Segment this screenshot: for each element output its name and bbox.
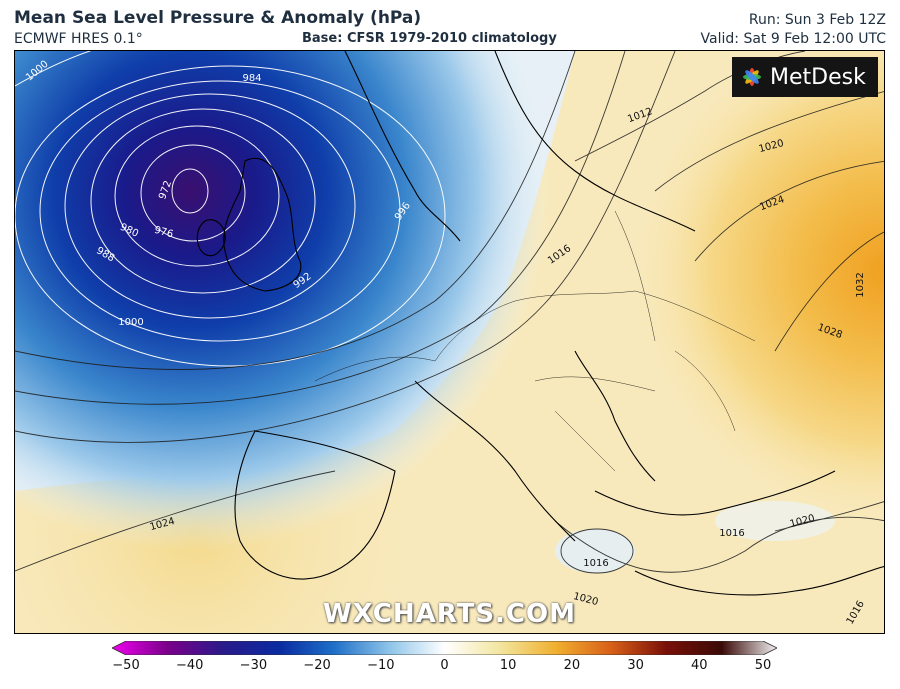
- colorbar-tick-label: 10: [499, 658, 517, 673]
- coastlines: [196, 51, 884, 596]
- colorbar-tick-label: 50: [754, 658, 772, 673]
- colorbar: [112, 641, 777, 655]
- map-canvas: 1000 984972976980988992996100010121020102…: [15, 51, 884, 633]
- isobar-label: 1016: [583, 558, 608, 569]
- colorbar-tick-label: −30: [239, 658, 268, 673]
- colorbar-tick-label: −50: [112, 658, 140, 673]
- metdesk-logo-text: MetDesk: [770, 64, 866, 90]
- isobars-high: [15, 51, 884, 574]
- colorbar-tick-label: 30: [627, 658, 644, 673]
- isobar-label: 1000: [118, 317, 143, 328]
- isobar-label: 976: [153, 225, 174, 241]
- colorbar-tick-label: −40: [175, 658, 204, 673]
- pressure-anomaly-map[interactable]: 1000 984 972 976 980 988 992 996 1000 1012 1020 102…: [14, 50, 885, 634]
- metdesk-flower-icon: [743, 68, 761, 86]
- run-label: Run: Sun 3 Feb 12Z: [748, 12, 886, 28]
- model-label: ECMWF HRES 0.1°: [14, 31, 143, 47]
- colorbar-tick-label: 40: [691, 658, 708, 673]
- colorbar-tick-label: 20: [563, 658, 581, 673]
- colorbar-tick-label: −10: [367, 658, 395, 673]
- isobar-label: 1016: [719, 528, 744, 539]
- metdesk-logo: MetDesk: [732, 57, 878, 97]
- colorbar-tick-label: 0: [440, 658, 449, 673]
- wxcharts-watermark: WXCHARTS.COM: [322, 599, 576, 629]
- isobars-low: [15, 51, 446, 367]
- valid-time-label: Valid: Sat 9 Feb 12:00 UTC: [700, 31, 886, 47]
- isobar-label: 984: [242, 73, 261, 84]
- isobar-label: 1032: [855, 272, 866, 297]
- colorbar-tick-label: −20: [303, 658, 331, 673]
- country-borders: [314, 210, 756, 472]
- climatology-base-label: Base: CFSR 1979-2010 climatology: [302, 31, 557, 46]
- chart-title: Mean Sea Level Pressure & Anomaly (hPa): [14, 8, 422, 28]
